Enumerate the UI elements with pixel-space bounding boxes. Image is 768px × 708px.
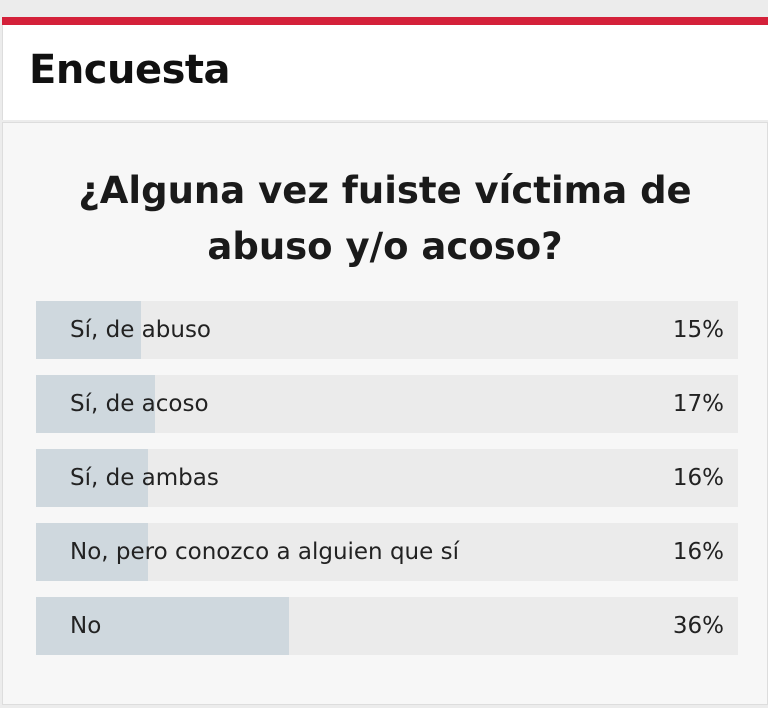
option-percent: 15% xyxy=(672,317,724,343)
option-label: Sí, de ambas xyxy=(70,465,219,491)
poll-option[interactable]: Sí, de ambas 16% xyxy=(36,449,738,507)
option-percent: 36% xyxy=(672,613,724,639)
poll-panel: ¿Alguna vez fuiste víctima de abuso y/o … xyxy=(2,122,768,705)
option-percent: 17% xyxy=(672,391,724,417)
option-percent: 16% xyxy=(672,539,724,565)
poll-option[interactable]: Sí, de abuso 15% xyxy=(36,301,738,359)
poll-option[interactable]: Sí, de acoso 17% xyxy=(36,375,738,433)
result-bar-fill xyxy=(36,523,149,581)
result-bar-fill xyxy=(36,375,156,433)
widget-title: Encuesta xyxy=(29,47,231,93)
poll-option[interactable]: No 36% xyxy=(36,597,738,655)
poll-option[interactable]: No, pero conozco a alguien que sí 16% xyxy=(36,523,738,581)
widget-header: Encuesta xyxy=(2,25,768,120)
option-label: No xyxy=(70,613,102,639)
poll-question: ¿Alguna vez fuiste víctima de abuso y/o … xyxy=(78,169,692,268)
accent-bar xyxy=(2,17,768,25)
option-label: Sí, de acoso xyxy=(70,391,209,417)
option-label: No, pero conozco a alguien que sí xyxy=(70,539,459,565)
option-percent: 16% xyxy=(672,465,724,491)
result-bar-fill xyxy=(36,597,289,655)
result-bar-fill xyxy=(36,449,149,507)
option-label: Sí, de abuso xyxy=(70,317,211,343)
result-bar-fill xyxy=(36,301,142,359)
